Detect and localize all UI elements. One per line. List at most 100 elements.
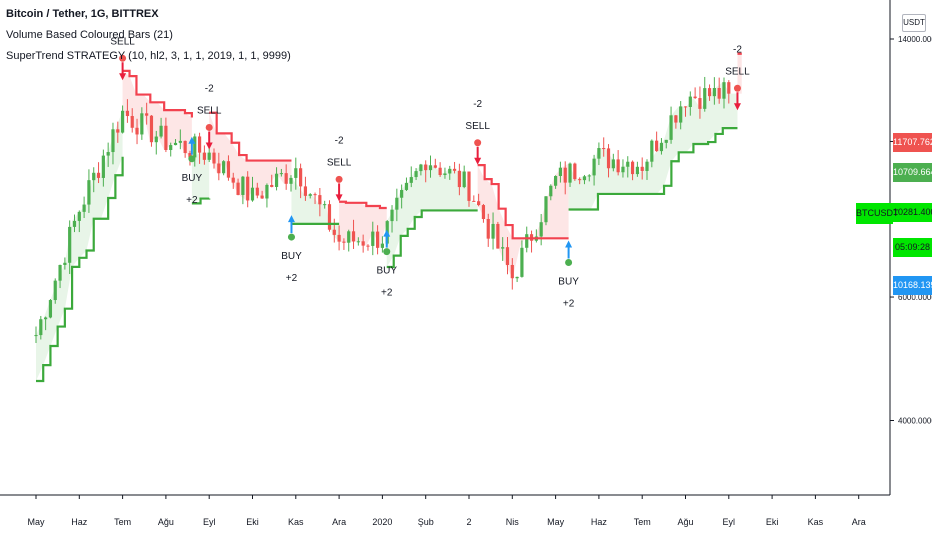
supertrend-fill	[191, 152, 210, 204]
candle-body	[380, 243, 384, 248]
sell-qty-label: -2	[335, 135, 344, 146]
candle-body	[390, 209, 394, 222]
sell-qty-label: -2	[733, 44, 742, 55]
sell-arrow	[335, 183, 343, 202]
candle-body	[92, 172, 96, 181]
candle-body	[327, 204, 332, 230]
supertrend-fill	[291, 177, 340, 242]
candle-body	[568, 163, 572, 183]
candle-body	[255, 187, 259, 196]
x-tick-label: Ağu	[677, 517, 693, 527]
candle-body	[515, 276, 519, 279]
supertrend-segment	[386, 209, 478, 269]
candle-body	[554, 176, 558, 186]
candle-body	[361, 241, 365, 246]
candle-body	[289, 177, 293, 184]
supertrend-segment	[339, 200, 387, 210]
candle-body	[717, 87, 721, 99]
supertrend-fill	[737, 53, 742, 94]
x-tick-label: Kas	[288, 517, 304, 527]
y-tick-label: 6000.0000	[898, 293, 932, 302]
candle-body	[207, 152, 211, 160]
candle-body	[525, 234, 529, 248]
candle-body	[106, 152, 110, 156]
legend-indicator-volume-bars[interactable]: Volume Based Coloured Bars (21)	[6, 29, 173, 41]
candle-body	[154, 136, 158, 143]
x-tick-label: Tem	[114, 517, 131, 527]
candle-body	[606, 148, 611, 169]
candle-body	[578, 179, 582, 181]
candle-body	[44, 317, 48, 320]
buy-label: BUY	[281, 251, 302, 262]
buy-dot	[383, 248, 391, 256]
candle-body	[597, 148, 601, 159]
candle-body	[655, 140, 659, 152]
x-tick-label: Ara	[852, 517, 866, 527]
candle-body	[284, 173, 288, 184]
currency-button[interactable]: USDT	[902, 14, 926, 32]
legend-symbol[interactable]: Bitcoin / Tether, 1G, BITTREX	[6, 8, 159, 20]
price-axis-tag: 10709.6644	[893, 163, 932, 182]
sell-dot	[335, 175, 343, 183]
candle-body	[688, 96, 692, 107]
candle-body	[659, 142, 664, 152]
candle-body	[457, 170, 461, 188]
candle-body	[111, 129, 115, 153]
candle-body	[332, 229, 336, 235]
x-tick-label: Eyl	[723, 517, 736, 527]
candle-body	[303, 186, 308, 196]
candle-body	[510, 264, 514, 279]
x-tick-label: May	[547, 517, 565, 527]
candle-body	[308, 194, 312, 196]
candle-body	[82, 204, 86, 212]
x-tick-label: May	[27, 517, 45, 527]
candle-body	[145, 113, 149, 116]
candle-body	[409, 177, 413, 183]
candle-body	[467, 171, 471, 201]
supertrend-segment	[209, 111, 292, 162]
x-tick-label: Ağu	[158, 517, 174, 527]
candle-body	[279, 173, 283, 175]
trade-signals: SELL BUY +2 SELL -2 BUY +2 SELL -2 BUY +2 SELL -2 BUY…	[110, 36, 750, 309]
legend-indicator-supertrend[interactable]: SuperTrend STRATEGY (10, hl2, 3, 1, 1, 2…	[6, 50, 291, 62]
axes: May Haz Tem Ağu Eyl Eki Kas Ara 2020 Şub 2 Nis May Ha…	[0, 0, 932, 527]
candle-body	[96, 172, 101, 178]
candle-body	[356, 241, 360, 243]
sell-label: SELL	[110, 36, 135, 47]
candle-body	[63, 262, 67, 265]
buy-arrow	[383, 229, 391, 248]
x-tick-label: Eki	[766, 517, 779, 527]
candle-body	[77, 211, 81, 221]
candle-body	[101, 155, 105, 178]
price-axis-tag: 05:09:28	[893, 238, 932, 257]
supertrend-fill	[386, 164, 478, 268]
x-tick-label: Haz	[591, 517, 608, 527]
candle-body	[183, 140, 187, 154]
candle-body	[260, 195, 264, 199]
candle-body	[674, 115, 678, 123]
buy-label: BUY	[376, 266, 397, 277]
candle-body	[462, 171, 466, 188]
candle-body	[707, 88, 712, 97]
x-tick-label: Haz	[71, 517, 88, 527]
candle-body	[270, 184, 274, 187]
candle-body	[693, 96, 697, 99]
buy-qty-label: +2	[563, 298, 575, 309]
x-tick-label: Eki	[246, 517, 259, 527]
candle-body	[87, 180, 91, 205]
candle-body	[621, 166, 625, 173]
x-tick-label: Şub	[418, 517, 434, 527]
candle-body	[149, 115, 154, 143]
supertrend-line	[36, 52, 742, 383]
buy-label: BUY	[182, 173, 203, 184]
candle-body	[173, 142, 178, 146]
candle-body	[481, 205, 486, 220]
candle-body	[39, 319, 43, 336]
supertrend-fill	[339, 201, 387, 248]
buy-qty-label: +2	[286, 273, 298, 284]
candle-body	[630, 161, 635, 175]
x-tick-label: 2020	[372, 517, 392, 527]
sell-dot	[474, 139, 482, 147]
candle-body	[246, 176, 250, 201]
